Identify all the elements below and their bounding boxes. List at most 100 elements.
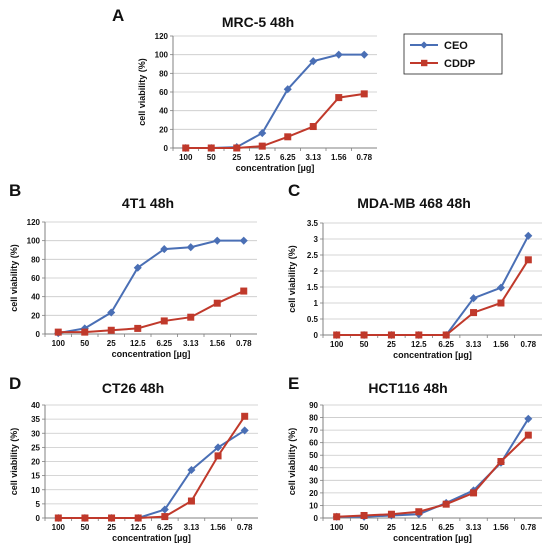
y-tick-label: 0 (36, 514, 41, 523)
ceo-point-4 (160, 245, 169, 254)
cddp-point-0 (182, 144, 190, 152)
cddp-point-7 (360, 90, 368, 98)
panel-label: E (288, 374, 299, 393)
y-tick-label: 70 (309, 426, 318, 435)
y-tick-label: 30 (31, 429, 40, 438)
y-tick-label: 80 (309, 414, 318, 423)
y-tick-label: 10 (31, 486, 40, 495)
cddp-point-2 (387, 510, 395, 518)
y-tick-label: 0 (314, 514, 319, 523)
y-tick-label: 0 (314, 331, 319, 340)
y-axis-label: cell viability (%) (287, 428, 297, 496)
x-tick-label: 12.5 (130, 523, 146, 532)
panel-label: B (9, 181, 21, 200)
y-tick-label: 60 (309, 439, 318, 448)
x-tick-label: 25 (387, 523, 396, 532)
x-tick-label: 0.78 (356, 153, 372, 162)
cddp-point-2 (233, 144, 241, 152)
x-tick-label: 0.78 (237, 523, 253, 532)
x-tick-label: 25 (107, 523, 116, 532)
panel-title: CT26 48h (102, 380, 164, 396)
panel-b: B 4T1 48h 0 20 40 60 80 100 120 100 50 25 12.5 6.25 3.… (9, 181, 257, 359)
y-axis-label: cell viability (%) (9, 244, 19, 312)
y-tick-label: 0 (36, 330, 41, 339)
cddp-series-line (185, 92, 365, 149)
x-tick-label: 100 (179, 153, 193, 162)
x-tick-label: 12.5 (411, 340, 427, 349)
panel-e: E HCT116 48h 0 10 20 30 40 50 60 70 80 90 100 50 25 12.… (287, 374, 542, 543)
y-tick-label: 15 (31, 472, 40, 481)
cddp-point-6 (213, 299, 221, 307)
x-axis-label: concentration [µg] (393, 533, 472, 543)
cddp-point-1 (207, 144, 215, 152)
x-tick-label: 100 (330, 340, 344, 349)
panel-title: MDA-MB 468 48h (357, 195, 471, 211)
y-tick-label: 80 (159, 69, 168, 78)
ceo-point-3 (258, 129, 267, 138)
cddp-point-5 (187, 497, 195, 505)
y-tick-label: 20 (31, 311, 40, 320)
x-axis-label: concentration [µg] (112, 533, 191, 543)
x-tick-label: 12.5 (254, 153, 270, 162)
ceo-series-line (185, 53, 365, 149)
cddp-point-4 (442, 331, 450, 339)
cddp-point-2 (387, 331, 395, 339)
x-tick-label: 6.25 (438, 523, 454, 532)
y-axis-label: cell viability (%) (287, 245, 297, 313)
panel-title: 4T1 48h (122, 195, 174, 211)
cddp-point-2 (108, 514, 116, 522)
legend-box (403, 33, 503, 75)
cddp-point-1 (360, 511, 368, 519)
legend-marker-ceo (420, 41, 428, 49)
x-tick-label: 3.13 (184, 523, 200, 532)
x-axis-label: concentration [µg] (112, 349, 191, 359)
y-tick-label: 1.5 (307, 283, 319, 292)
cddp-point-0 (54, 514, 62, 522)
x-tick-label: 100 (52, 339, 66, 348)
x-tick-label: 50 (360, 340, 369, 349)
x-tick-label: 50 (80, 339, 89, 348)
y-tick-label: 10 (309, 501, 318, 510)
cddp-point-7 (524, 256, 532, 264)
x-tick-label: 1.56 (331, 153, 347, 162)
y-tick-label: 40 (31, 401, 40, 410)
y-tick-label: 0 (164, 144, 169, 153)
y-tick-label: 50 (309, 451, 318, 460)
panel-c: C MDA-MB 468 48h 0 0.5 1 1.5 2 2.5 3 3.5 100 50 25 12… (287, 181, 542, 360)
panel-d: D CT26 48h 0 5 10 15 20 25 30 35 40 100 50 25 12.5 6.25… (9, 374, 258, 543)
panel-label: C (288, 181, 300, 200)
y-tick-label: 3 (314, 235, 319, 244)
x-axis-label: concentration [µg] (236, 163, 315, 173)
cddp-point-0 (333, 513, 341, 521)
y-tick-label: 2.5 (307, 251, 319, 260)
x-tick-label: 50 (360, 523, 369, 532)
y-tick-label: 2 (314, 267, 319, 276)
ceo-point-2 (107, 308, 116, 317)
cddp-point-3 (415, 508, 423, 516)
cddp-point-6 (497, 457, 505, 465)
cddp-point-0 (54, 328, 62, 336)
ceo-point-6 (214, 443, 223, 452)
cddp-point-3 (415, 331, 423, 339)
cddp-point-1 (81, 328, 89, 336)
y-tick-label: 40 (31, 293, 40, 302)
y-tick-label: 20 (31, 458, 40, 467)
ceo-point-7 (360, 50, 369, 59)
cddp-series-line (336, 434, 530, 518)
cddp-point-6 (214, 452, 222, 460)
y-tick-label: 120 (155, 32, 169, 41)
ceo-point-7 (239, 236, 248, 245)
x-tick-label: 1.56 (493, 340, 509, 349)
y-tick-label: 100 (27, 237, 41, 246)
x-tick-label: 12.5 (130, 339, 146, 348)
legend-label-cddp: CDDP (444, 58, 475, 70)
cddp-point-5 (470, 489, 478, 497)
panel-a: A MRC-5 48h 0 20 40 60 80 100 120 100 50 25 12.5 6.25… (112, 6, 377, 173)
legend-marker-cddp (421, 59, 428, 67)
y-tick-label: 0.5 (307, 315, 319, 324)
legend-label-ceo: CEO (444, 40, 468, 52)
x-tick-label: 1.56 (493, 523, 509, 532)
cddp-point-7 (240, 287, 248, 295)
x-tick-label: 1.56 (210, 523, 226, 532)
y-tick-label: 35 (31, 415, 40, 424)
